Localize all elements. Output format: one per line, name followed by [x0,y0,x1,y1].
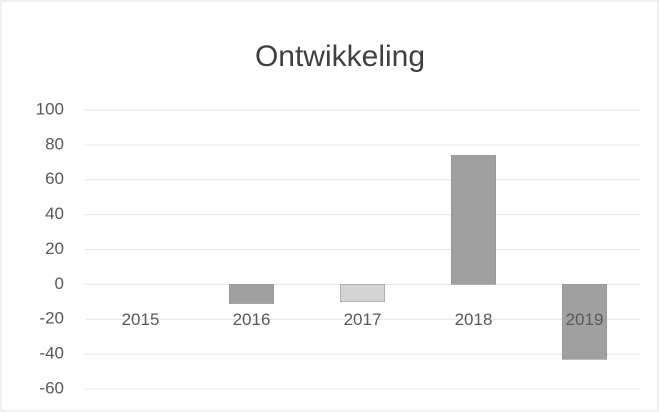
bar [562,284,607,360]
bar [451,155,496,285]
y-tick-label: 80 [45,134,64,153]
bar [229,284,274,304]
y-tick-label: -20 [39,309,64,328]
y-tick-label: 100 [36,99,64,118]
y-tick-label: 20 [45,239,64,258]
y-tick-label: -40 [39,344,64,363]
y-tick-label: -60 [39,378,64,397]
y-tick-label: 40 [45,204,64,223]
chart-title: Ontwikkeling [255,40,425,73]
x-tick-label: 2016 [233,310,271,329]
bar [340,284,385,303]
x-tick-label: 2015 [122,310,160,329]
x-tick-label: 2019 [566,310,604,329]
y-tick-label: 0 [55,274,64,293]
x-tick-label: 2017 [344,310,382,329]
x-tick-label: 2018 [455,310,493,329]
y-tick-label: 60 [45,169,64,188]
